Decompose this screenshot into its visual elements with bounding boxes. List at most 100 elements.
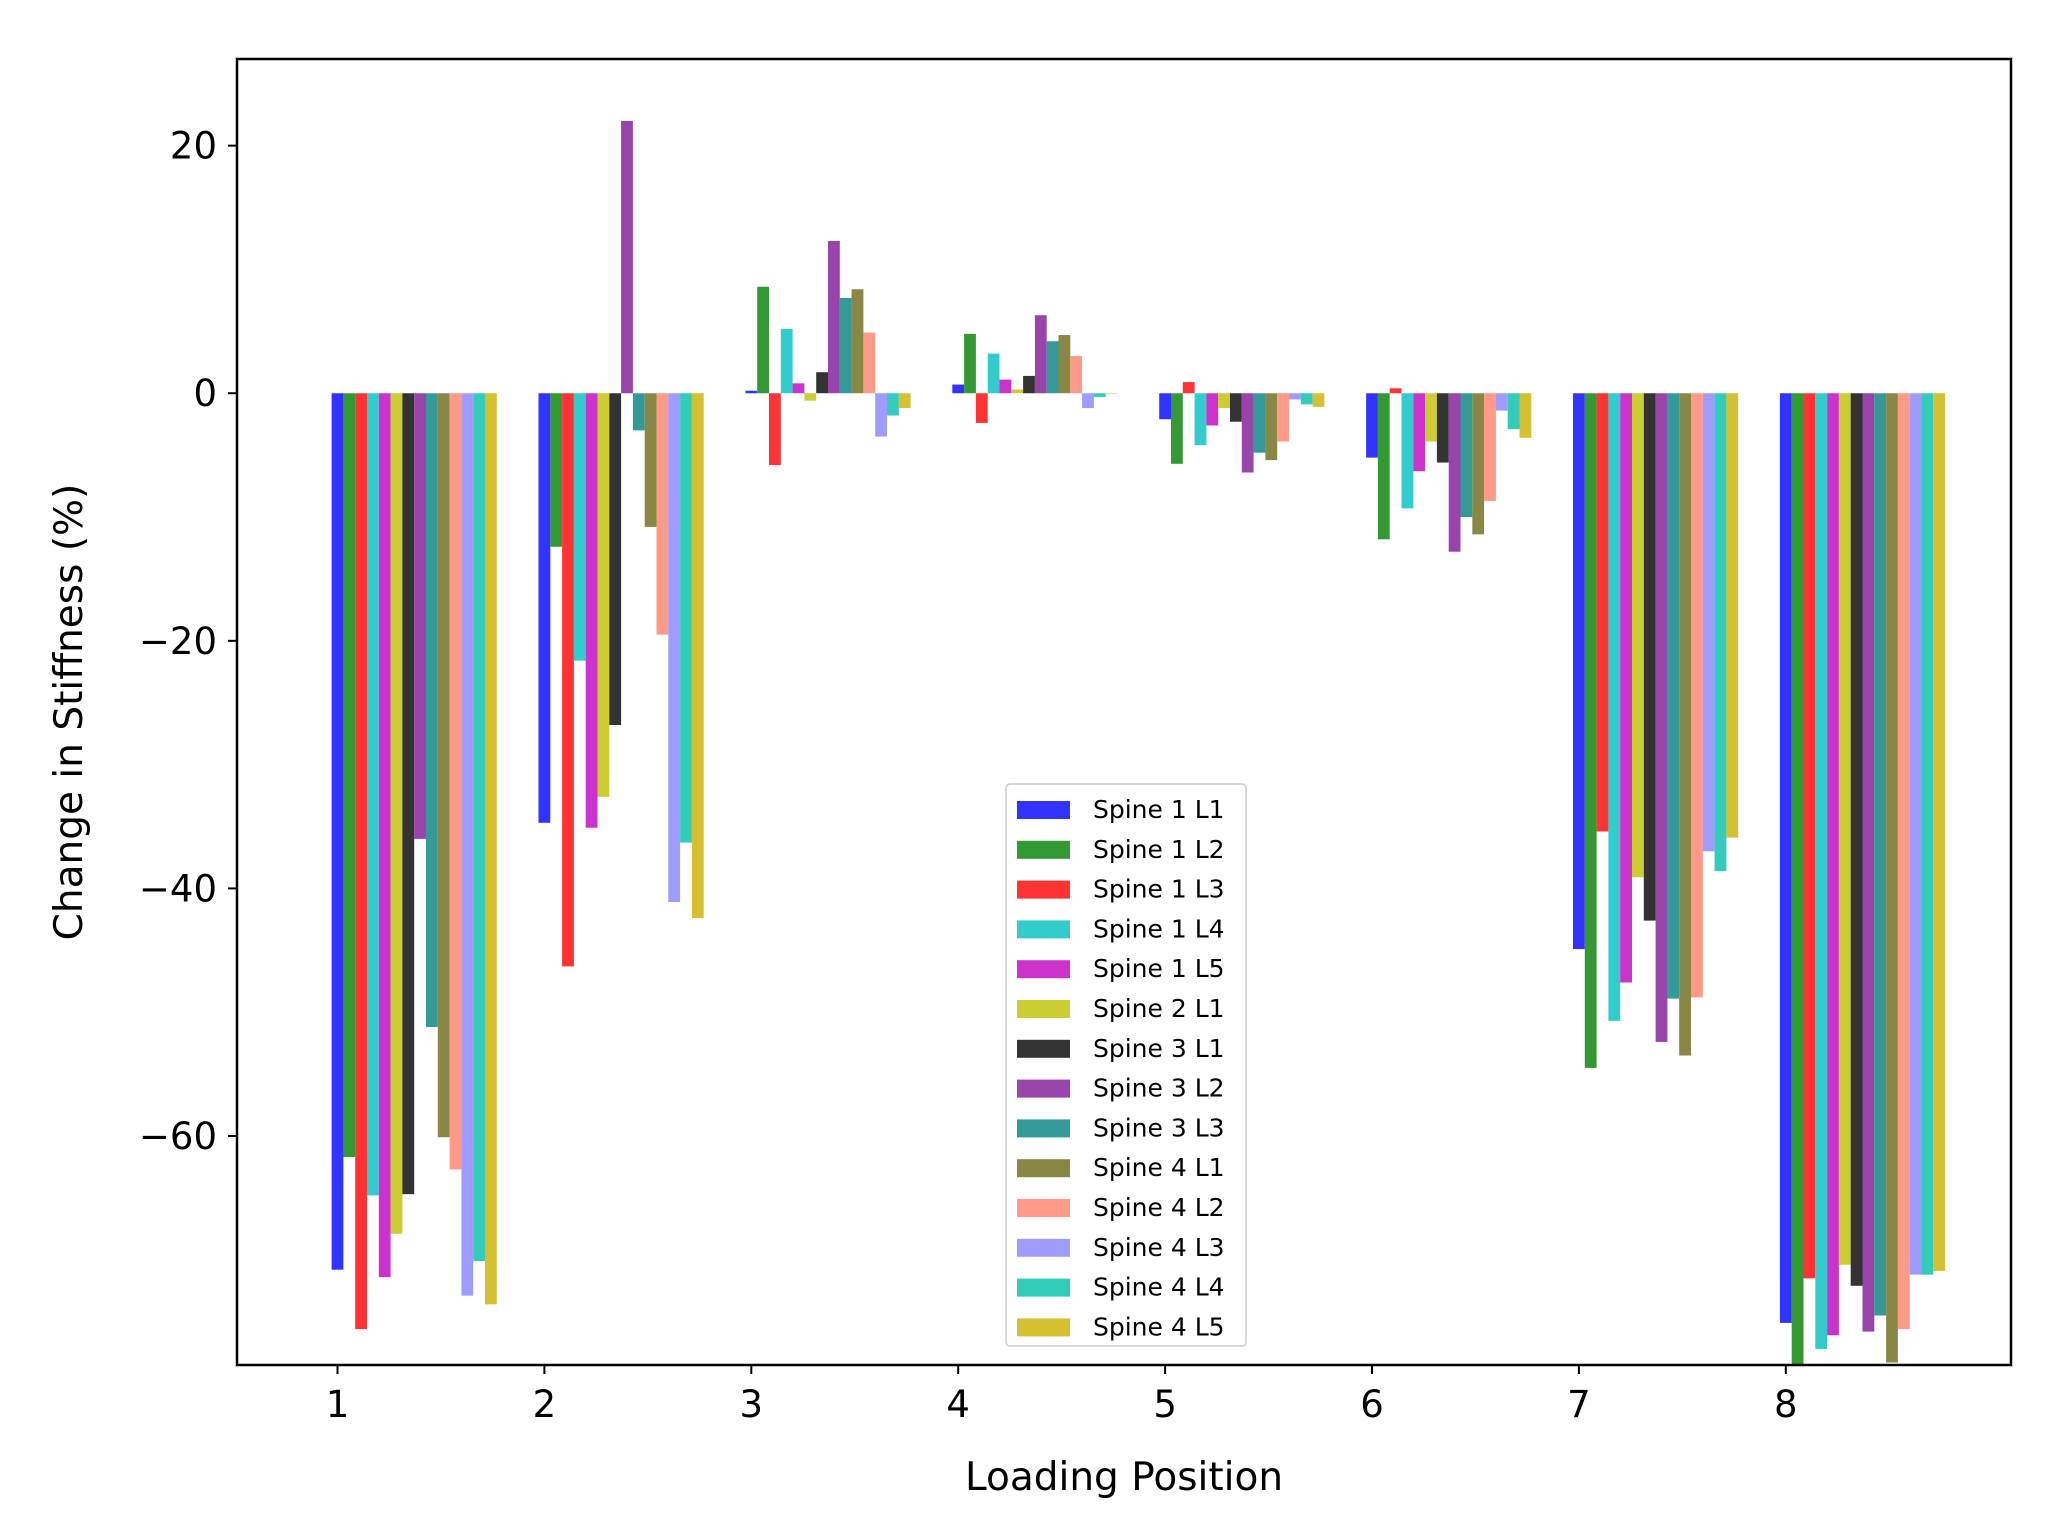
bar-spine-1-l3-pos-3 — [769, 393, 781, 466]
bar-spine-3-l1-pos-6 — [1436, 393, 1449, 463]
bar-spine-2-l1-pos-5 — [1218, 393, 1230, 409]
legend-entry-label: Spine 1 L5 — [1093, 954, 1225, 983]
bar-spine-4-l2-pos-1 — [449, 393, 462, 1170]
bar-spine-1-l3-pos-2 — [562, 393, 574, 967]
bar-spine-2-l1-pos-3 — [804, 393, 817, 401]
bar-spine-3-l3-pos-8 — [1874, 393, 1887, 1316]
legend-entry-label: Spine 3 L1 — [1093, 1034, 1225, 1063]
bar-spine-1-l2-pos-1 — [343, 393, 356, 1158]
bar-spine-1-l2-pos-5 — [1171, 393, 1183, 464]
x-tick-label: 4 — [946, 1383, 970, 1426]
bar-spine-3-l1-pos-5 — [1230, 393, 1242, 422]
bar-spine-3-l1-pos-4 — [1023, 375, 1035, 394]
bar-spine-1-l1-pos-8 — [1779, 393, 1792, 1323]
y-tick-label: −20 — [139, 620, 217, 663]
x-tick-label: 6 — [1360, 1383, 1384, 1426]
bar-spine-1-l3-pos-4 — [975, 393, 988, 423]
bar-spine-3-l2-pos-2 — [621, 120, 633, 394]
bar-spine-1-l1-pos-3 — [745, 390, 758, 394]
bar-spine-3-l3-pos-1 — [426, 393, 438, 1028]
legend-entry-label: Spine 3 L2 — [1093, 1074, 1225, 1103]
bar-spine-3-l1-pos-8 — [1850, 393, 1863, 1286]
legend-swatch — [1017, 1318, 1070, 1337]
bar-spine-4-l1-pos-1 — [437, 393, 450, 1138]
bar-spine-1-l1-pos-1 — [331, 393, 344, 1270]
x-tick-label: 1 — [326, 1383, 350, 1426]
legend-entry-label: Spine 1 L1 — [1093, 795, 1225, 824]
bar-spine-1-l5-pos-7 — [1620, 393, 1632, 983]
bar-spine-1-l1-pos-4 — [952, 384, 965, 394]
legend-swatch — [1017, 1119, 1070, 1138]
legend-entry-label: Spine 1 L4 — [1093, 914, 1225, 943]
bar-spine-4-l1-pos-6 — [1472, 393, 1485, 535]
bar-spine-3-l2-pos-5 — [1241, 393, 1254, 473]
bar-spine-1-l1-pos-2 — [538, 393, 551, 823]
legend-swatch — [1017, 1199, 1070, 1217]
bar-spine-4-l4-pos-2 — [680, 393, 692, 843]
bar-spine-1-l1-pos-5 — [1159, 393, 1171, 420]
bar-spine-1-l3-pos-1 — [355, 393, 367, 1330]
x-tick-label: 8 — [1774, 1383, 1798, 1426]
bar-spine-1-l4-pos-6 — [1401, 393, 1414, 509]
bar-spine-1-l3-pos-8 — [1803, 393, 1816, 1279]
bar-spine-3-l3-pos-5 — [1253, 393, 1266, 453]
bar-spine-1-l5-pos-5 — [1206, 393, 1219, 426]
x-axis-label: Loading Position — [965, 1455, 1283, 1500]
legend-entry-label: Spine 1 L3 — [1093, 875, 1225, 904]
bar-spine-1-l4-pos-2 — [573, 393, 586, 661]
bar-spine-1-l4-pos-4 — [987, 353, 1000, 394]
bar-spine-4-l4-pos-3 — [887, 393, 899, 416]
x-tick-label: 5 — [1153, 1383, 1177, 1426]
legend-swatch — [1017, 960, 1070, 979]
bar-spine-4-l5-pos-8 — [1933, 393, 1946, 1271]
bar-spine-3-l2-pos-4 — [1034, 315, 1047, 394]
legend-swatch — [1017, 880, 1070, 899]
bar-spine-1-l2-pos-6 — [1377, 393, 1390, 540]
legend-entry-label: Spine 3 L3 — [1093, 1113, 1225, 1142]
legend-swatch — [1017, 840, 1070, 859]
bar-spine-3-l3-pos-6 — [1460, 393, 1473, 518]
bar-spine-1-l5-pos-8 — [1827, 393, 1839, 1336]
legend-swatch — [1017, 1278, 1070, 1297]
legend: Spine 1 L1 Spine 1 L2 Spine 1 L3 Spine 1 L4… — [1005, 783, 1247, 1347]
bar-spine-1-l1-pos-6 — [1366, 393, 1378, 458]
bar-spine-1-l2-pos-4 — [964, 333, 976, 394]
bar-spine-4-l2-pos-4 — [1070, 356, 1083, 394]
bar-spine-4-l5-pos-1 — [485, 393, 497, 1305]
bar-spine-4-l4-pos-1 — [473, 393, 485, 1262]
x-tick-label: 7 — [1567, 1383, 1591, 1426]
bar-spine-4-l5-pos-3 — [898, 393, 911, 409]
bar-spine-2-l1-pos-2 — [597, 393, 610, 797]
bar-spine-3-l3-pos-4 — [1046, 341, 1059, 394]
legend-entry-label: Spine 4 L2 — [1093, 1193, 1225, 1222]
bar-spine-4-l2-pos-3 — [863, 332, 876, 394]
bar-spine-3-l2-pos-1 — [414, 393, 426, 839]
bar-spine-4-l5-pos-5 — [1312, 393, 1325, 407]
bar-spine-1-l5-pos-6 — [1413, 393, 1426, 472]
y-axis-ticks: 20 0 −20 −40 −60 — [139, 125, 237, 1158]
bar-spine-3-l3-pos-2 — [632, 393, 645, 431]
bar-spine-3-l2-pos-7 — [1655, 393, 1668, 1042]
bar-spine-1-l3-pos-5 — [1182, 382, 1195, 394]
bar-spine-1-l2-pos-7 — [1584, 393, 1597, 1068]
bar-spine-4-l5-pos-7 — [1726, 393, 1739, 838]
legend-entry-label: Spine 4 L3 — [1093, 1233, 1225, 1262]
bar-spine-4-l4-pos-6 — [1507, 393, 1520, 430]
bar-spine-4-l2-pos-5 — [1277, 393, 1289, 442]
bar-spine-1-l4-pos-3 — [780, 328, 793, 394]
plot-frame — [235, 57, 2013, 1367]
bar-spine-4-l1-pos-3 — [851, 289, 864, 394]
y-tick-label: 20 — [170, 125, 217, 168]
bar-spine-4-l3-pos-3 — [875, 393, 887, 437]
legend-entry-label: Spine 4 L4 — [1093, 1273, 1225, 1302]
bar-spine-3-l2-pos-6 — [1448, 393, 1461, 552]
bar-spine-4-l3-pos-7 — [1702, 393, 1715, 852]
bar-spine-2-l1-pos-4 — [1011, 389, 1024, 394]
bar-spine-1-l3-pos-6 — [1389, 388, 1402, 394]
bar-spine-1-l1-pos-7 — [1573, 393, 1585, 950]
bar-spine-4-l4-pos-5 — [1300, 393, 1313, 405]
bar-spine-4-l5-pos-4 — [1105, 393, 1118, 394]
legend-swatch — [1017, 1238, 1070, 1257]
bar-spine-3-l1-pos-7 — [1643, 393, 1656, 921]
bar-spine-4-l1-pos-7 — [1679, 393, 1691, 1056]
